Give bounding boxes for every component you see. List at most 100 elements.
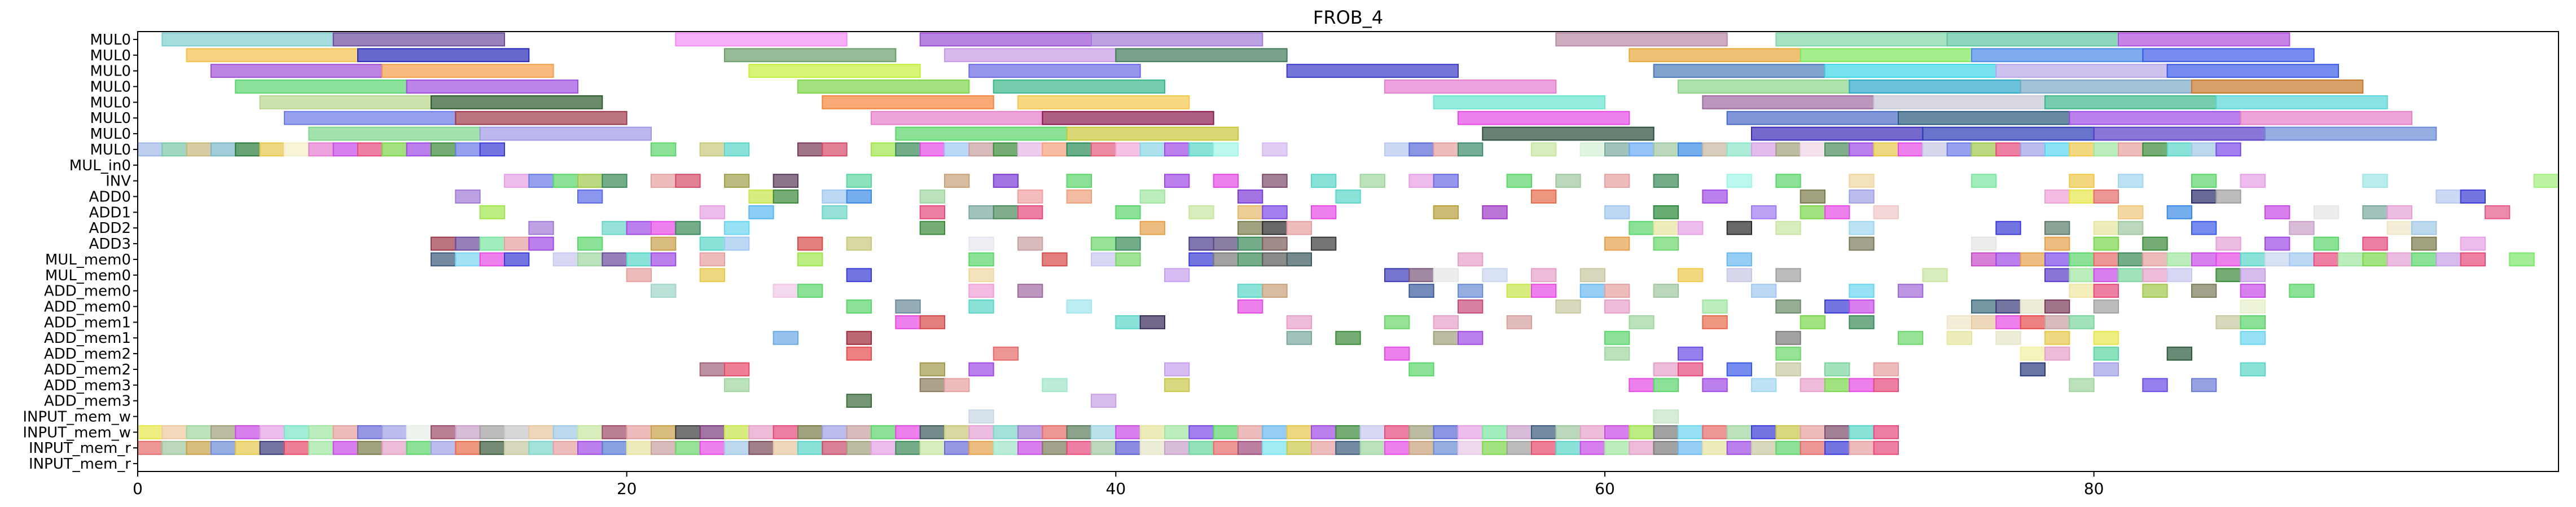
task-bar (871, 142, 897, 157)
task-bar (1066, 142, 1092, 157)
task-bar (1678, 346, 1704, 361)
task-bar (1066, 126, 1239, 141)
task-bar (1115, 48, 1288, 63)
task-bar (2044, 189, 2070, 204)
y-tick-label: MUL_mem0 (45, 267, 131, 284)
task-bar (1139, 440, 1165, 455)
task-bar (2362, 205, 2388, 219)
task-bar (1115, 315, 1141, 329)
task-bar (2435, 252, 2461, 267)
task-bar (1898, 142, 1924, 157)
task-bar (1629, 440, 1655, 455)
task-bar (1164, 425, 1190, 439)
task-bar (504, 252, 530, 267)
task-bar (1653, 64, 1826, 78)
task-bar (2118, 252, 2144, 267)
task-bar (1898, 330, 1924, 345)
task-bar (2142, 48, 2315, 63)
task-bar (1629, 315, 1655, 329)
task-bar (504, 440, 530, 455)
task-bar (675, 174, 701, 188)
task-bar (993, 142, 1019, 157)
task-bar (773, 330, 798, 345)
task-bar (773, 174, 798, 188)
task-bar (2118, 205, 2144, 219)
task-bar (2093, 299, 2119, 314)
task-bar (1482, 205, 1508, 219)
task-bar (2460, 252, 2486, 267)
y-tick-label: ADD_mem0 (44, 299, 131, 316)
task-bar (1237, 299, 1263, 314)
task-bar (651, 440, 677, 455)
task-bar (2240, 299, 2266, 314)
task-bar (1066, 440, 1092, 455)
task-bar (1751, 284, 1777, 298)
task-bar (1604, 174, 1630, 188)
task-bar (1262, 284, 1288, 298)
task-bar (1482, 425, 1508, 439)
task-bar (1042, 425, 1068, 439)
task-bar (2166, 346, 2193, 361)
y-tick-label: ADD_mem1 (44, 330, 131, 347)
task-bar (1262, 174, 1288, 188)
task-bar (797, 80, 970, 94)
task-bar (1262, 205, 1288, 219)
task-bar (1237, 284, 1263, 298)
task-bar (1555, 174, 1581, 188)
task-bar (1066, 425, 1092, 439)
task-bar (1458, 425, 1484, 439)
task-bar (895, 142, 921, 157)
plot-frame (137, 31, 2559, 472)
task-bar (528, 440, 554, 455)
task-bar (1506, 174, 1533, 188)
task-bar (1262, 425, 1288, 439)
task-bar (1555, 299, 1581, 314)
task-bar (1604, 299, 1630, 314)
task-bar (724, 236, 750, 251)
task-bar (2191, 80, 2364, 94)
task-bar (1873, 440, 1899, 455)
task-bar (1458, 299, 1484, 314)
task-bar (2240, 362, 2266, 377)
task-bar (2044, 268, 2070, 283)
task-bar (2093, 252, 2119, 267)
task-bar (1042, 142, 1068, 157)
task-bar (1653, 174, 1679, 188)
task-bar (968, 299, 994, 314)
task-bar (2485, 205, 2511, 219)
task-bar (1311, 236, 1337, 251)
task-bar (1922, 142, 1948, 157)
task-bar (1286, 330, 1313, 345)
task-bar (1017, 440, 1043, 455)
task-bar (2093, 284, 2119, 298)
task-bar (626, 268, 652, 283)
task-bar (1164, 268, 1190, 283)
task-bar (504, 174, 530, 188)
task-bar (1775, 299, 1801, 314)
task-bar (137, 440, 163, 455)
task-bar (1213, 142, 1239, 157)
task-bar (1091, 425, 1117, 439)
task-bar (2411, 236, 2437, 251)
task-bar (1555, 32, 1728, 47)
task-bar (431, 440, 457, 455)
y-tick-label: MUL0 (90, 79, 131, 96)
task-bar (1726, 252, 1753, 267)
task-bar (2191, 142, 2217, 157)
task-bar (797, 284, 823, 298)
task-bar (846, 330, 872, 345)
task-bar (675, 440, 701, 455)
task-bar (308, 142, 334, 157)
task-bar (161, 32, 334, 47)
task-bar (2044, 330, 2070, 345)
task-bar (1433, 330, 1459, 345)
task-bar (2069, 268, 2095, 283)
task-bar (1971, 252, 1997, 267)
task-bar (1311, 174, 1337, 188)
task-bar (2142, 142, 2168, 157)
y-tick-label: ADD_mem2 (44, 346, 131, 363)
task-bar (1678, 142, 1704, 157)
task-bar (1629, 378, 1655, 393)
task-bar (846, 394, 872, 408)
task-bar (1458, 330, 1484, 345)
